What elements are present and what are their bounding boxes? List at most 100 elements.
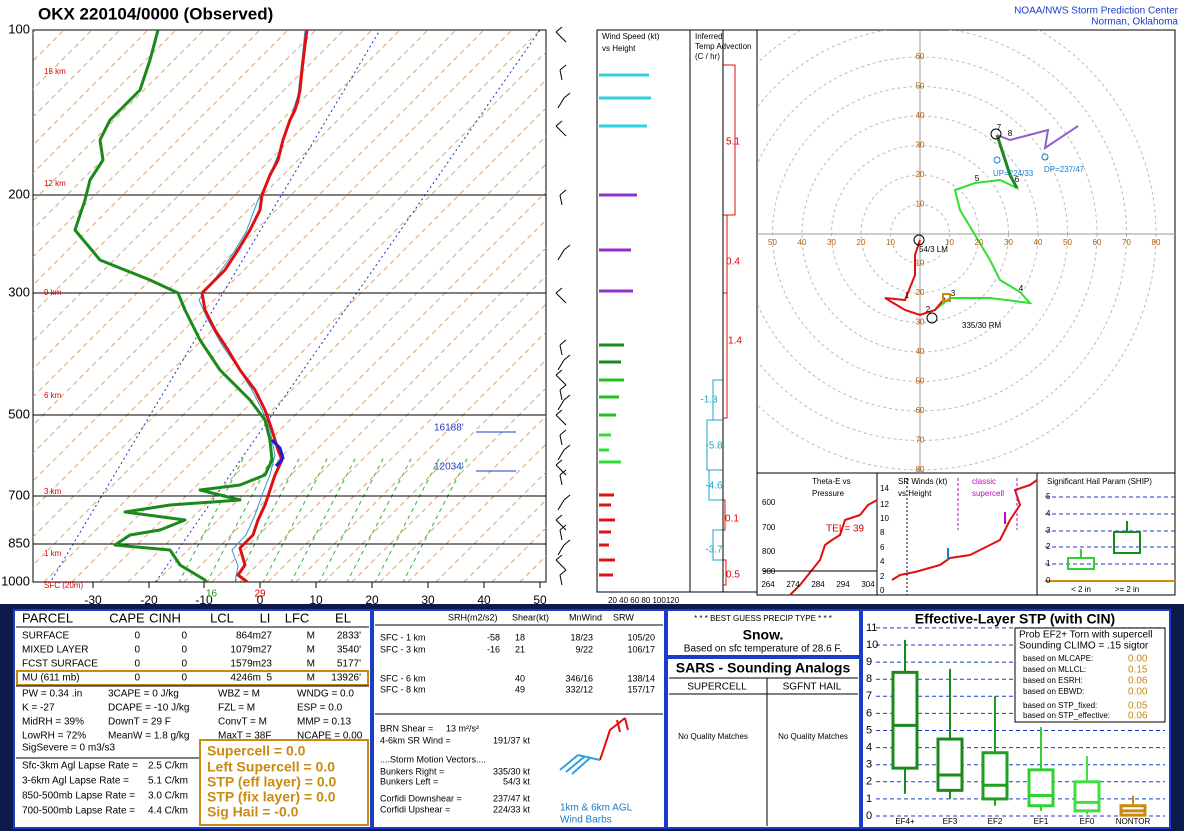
ring-label: 60	[916, 52, 925, 61]
probv: 0.15	[1128, 665, 1148, 676]
column-header: MnWind	[569, 612, 602, 622]
ring-label: 10	[916, 200, 925, 209]
column-header: SRW	[613, 612, 634, 622]
index-value: NCAPE = 0.00	[297, 731, 363, 742]
point-label: 3	[951, 289, 956, 298]
table-cell: MU (611 mb)	[22, 673, 80, 684]
stp-tick-label: 8	[866, 673, 872, 685]
temp-label: 50	[533, 593, 547, 607]
kblue: 1km & 6km AGL	[560, 803, 633, 814]
rule	[624, 717, 629, 731]
stp-box	[936, 737, 964, 792]
axis-label: 304	[861, 580, 875, 589]
dry-adiabat	[33, 30, 289, 286]
ring-label: 10	[945, 238, 954, 247]
table-cell: 40	[515, 673, 525, 683]
table-cell: 332/12	[565, 684, 593, 694]
index-value: MaxT = 38F	[218, 731, 271, 742]
dry-adiabat	[33, 30, 149, 146]
table-cell: 21	[515, 644, 525, 654]
dry-adiabat	[33, 30, 541, 538]
rule	[563, 494, 571, 501]
dry-adiabat	[33, 30, 401, 398]
t-title: OKX 220104/0000 (Observed)	[38, 4, 273, 23]
virtual-trace	[270, 438, 285, 467]
column-header: EL	[335, 610, 351, 625]
prob-box	[1014, 627, 1166, 723]
cell10: 5.1 C/km	[148, 776, 188, 787]
dry-adiabat	[33, 30, 345, 342]
dry-adiabat	[33, 30, 373, 370]
stp-tick-label: 9	[866, 656, 872, 668]
hblue: DP=237/47	[1044, 165, 1085, 174]
ring-label: 20	[916, 288, 925, 297]
table-cell: 0	[134, 659, 140, 670]
mu-highlight	[16, 670, 369, 686]
rule	[559, 529, 563, 541]
sars-panel	[666, 657, 861, 829]
ship-frame	[1036, 472, 1176, 596]
kblue: Wind Barbs	[560, 815, 612, 826]
dry-adiabat	[127, 163, 546, 582]
rule	[559, 339, 567, 346]
advection-value: -4.6	[705, 481, 723, 492]
small: vs Height	[602, 44, 636, 53]
wind-speed-frame	[596, 29, 691, 593]
pressure-label: 500	[8, 406, 30, 421]
table-cell: 106/17	[627, 644, 655, 654]
small: 20 40 60 80 100120	[608, 596, 680, 605]
rule	[563, 444, 571, 451]
pt2: SARS - Sounding Analogs	[676, 660, 851, 676]
mixing-ratio	[318, 454, 386, 582]
dry-adiabat	[33, 30, 233, 230]
table-cell: FCST SURFACE	[22, 659, 98, 670]
column-header: LFC	[285, 610, 310, 625]
table-cell: M	[307, 645, 315, 656]
rule	[563, 92, 571, 99]
axis-label: 8	[880, 528, 885, 537]
dry-adiabat	[295, 331, 546, 582]
stp-tick-label: 11	[866, 622, 877, 634]
axis-label: 600	[762, 498, 776, 507]
axis-label: 0	[880, 586, 885, 595]
sr-barb	[577, 754, 601, 761]
axis-label: 3	[1046, 526, 1051, 535]
hodograph-frame	[756, 29, 1176, 474]
marker	[990, 128, 1002, 140]
axis-label: 294	[836, 580, 850, 589]
pressure-label: 1000	[1, 573, 30, 588]
advection-value: 0.5	[726, 570, 740, 581]
table-cell: 0	[134, 645, 140, 656]
rule	[559, 389, 563, 401]
dry-adiabat	[407, 443, 546, 582]
probb: based on MLLCL:	[1023, 665, 1086, 674]
rule	[563, 354, 571, 361]
mixing-ratio	[290, 454, 358, 582]
rule	[559, 569, 567, 576]
sfcr: 29	[254, 589, 266, 600]
rule	[555, 125, 567, 137]
hodo: 335/30 RM	[962, 321, 1001, 330]
index-value: DownT = 29 F	[108, 717, 171, 728]
rule	[559, 574, 563, 586]
rule	[555, 464, 567, 476]
rule	[559, 344, 563, 356]
height-label: 15 km	[44, 67, 66, 76]
height-label: 1 km	[44, 549, 62, 558]
cell10: 3.0 C/km	[148, 791, 188, 802]
probv: 0.05	[1128, 701, 1148, 712]
small: (C / hr)	[695, 52, 720, 61]
index-value: WBZ = M	[218, 689, 260, 700]
probv: 0.06	[1128, 711, 1148, 722]
ring-label: 80	[1152, 238, 1161, 247]
index-value: ESP = 0.0	[297, 703, 343, 714]
dry-adiabat	[43, 79, 546, 582]
theta-frame	[756, 472, 878, 596]
point-label: 1	[905, 291, 910, 300]
marker	[913, 234, 925, 246]
kc: BRN Shear =	[380, 723, 433, 733]
table-cell: SFC - 8 km	[380, 684, 426, 694]
ring-label: 60	[916, 406, 925, 415]
dry-adiabat	[211, 247, 546, 582]
hodo-green	[934, 134, 1033, 311]
